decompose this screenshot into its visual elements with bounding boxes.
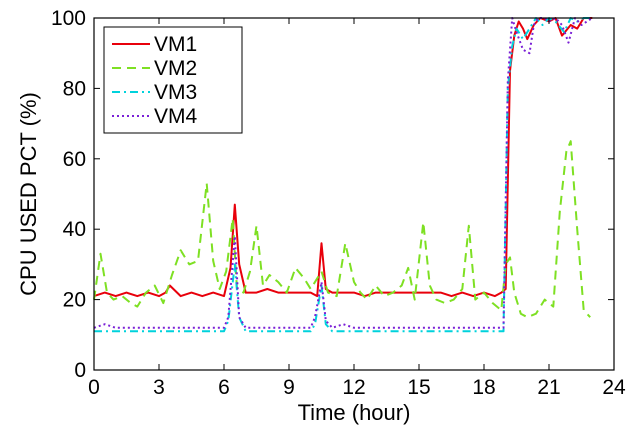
series-line-vm2 [93,140,591,319]
x-tick-label: 18 [472,376,495,399]
series-line-vm3 [94,17,593,333]
legend-label-vm3: VM3 [154,81,197,104]
x-tick-label: 15 [407,376,430,399]
series-line-vm1 [93,17,593,298]
y-tick-label: 40 [63,218,86,241]
y-tick-label: 60 [63,148,86,171]
x-axis-label: Time (hour) [298,400,411,425]
x-tick-label: 24 [602,376,626,399]
x-tick-label: 6 [218,376,230,399]
x-tick-label: 3 [153,376,165,399]
axis-ticks: 0 3 6 9 12 15 18 21 24 0 20 40 60 80 100 [51,7,626,399]
x-tick-label: 9 [283,376,295,399]
y-tick-label: 0 [74,359,86,382]
x-tick-label: 21 [537,376,560,399]
legend-label-vm4: VM4 [154,105,198,128]
legend-label-vm2: VM2 [154,57,197,80]
series-line-vm4 [93,17,593,329]
y-tick-label: 100 [51,7,86,30]
x-tick-label: 12 [342,376,365,399]
y-axis-label: CPU USED PCT (%) [16,92,41,296]
legend-label-vm1: VM1 [154,33,197,56]
y-tick-label: 80 [63,77,86,100]
x-tick-label: 0 [88,376,100,399]
y-tick-label: 20 [63,289,86,312]
series-layer [93,17,593,333]
